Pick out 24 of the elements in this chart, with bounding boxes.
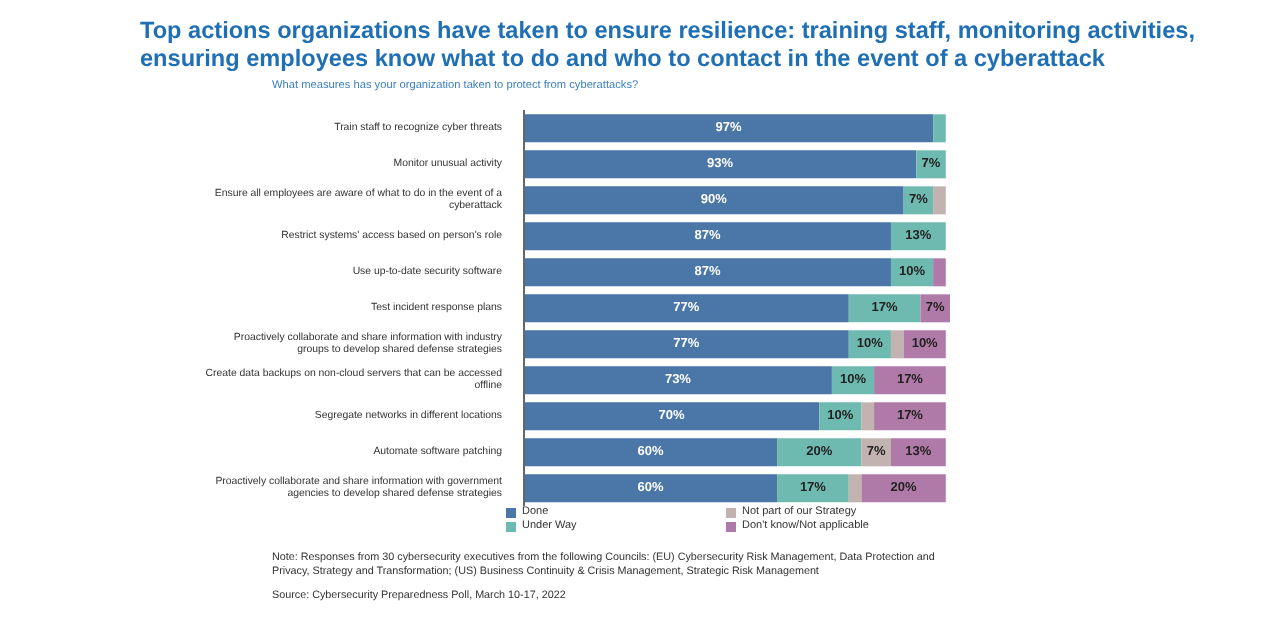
bar	[524, 330, 849, 359]
bar	[524, 438, 778, 467]
bar	[524, 474, 778, 503]
bar	[524, 222, 891, 251]
bar	[777, 438, 862, 467]
bar	[524, 294, 849, 323]
bar	[890, 330, 904, 359]
bar	[524, 150, 917, 179]
bar	[777, 474, 849, 503]
bar	[933, 114, 946, 143]
bar	[848, 294, 921, 323]
bar	[524, 366, 832, 395]
bar	[524, 258, 891, 287]
bar	[861, 474, 946, 503]
bar	[524, 402, 820, 431]
chart-title: Top actions organizations have taken to ensure resilience: training staff, monitoring activities, ensuring employees know what to do and who to contact in the event of a cyberattack	[140, 16, 1197, 72]
bar	[933, 186, 946, 215]
bar	[861, 402, 875, 431]
bar	[524, 186, 904, 215]
bar	[874, 366, 946, 395]
bar	[933, 258, 946, 287]
bar	[524, 114, 934, 143]
bar	[874, 402, 946, 431]
bar	[848, 474, 862, 503]
